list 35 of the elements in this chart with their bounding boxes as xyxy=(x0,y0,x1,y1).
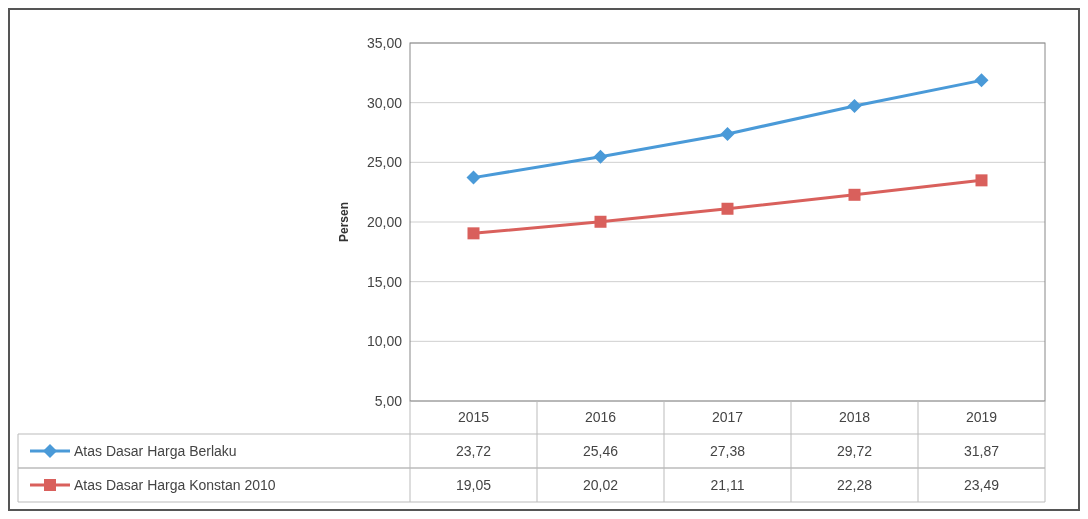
legend-label: Atas Dasar Harga Berlaku xyxy=(74,442,237,459)
x-tick-label: 2019 xyxy=(965,409,998,426)
y-tick-label: 25,00 xyxy=(366,154,403,171)
y-axis-title: Persen xyxy=(337,201,351,243)
y-tick-label: 5,00 xyxy=(374,392,403,409)
data-label: 21,11 xyxy=(710,476,745,493)
point xyxy=(466,170,481,185)
y-tick-label: 15,00 xyxy=(366,273,403,290)
data-label: 27,38 xyxy=(709,442,746,459)
x-tick-label: 2017 xyxy=(711,409,744,426)
point xyxy=(974,73,989,88)
x-tick-label: 2016 xyxy=(584,409,617,426)
x-tick-label: 2015 xyxy=(457,409,490,426)
point xyxy=(721,202,734,215)
point xyxy=(594,215,607,228)
data-label: 31,87 xyxy=(963,442,1000,459)
point xyxy=(975,174,988,187)
data-label: 23,49 xyxy=(963,476,1000,493)
point xyxy=(848,188,861,201)
legend-label: Atas Dasar Harga Konstan 2010 xyxy=(74,476,276,493)
y-tick-label: 30,00 xyxy=(366,94,403,111)
data-label: 20,02 xyxy=(582,476,619,493)
data-label: 23,72 xyxy=(455,442,492,459)
y-tick-label: 20,00 xyxy=(366,213,403,230)
data-label: 19,05 xyxy=(455,476,492,493)
data-label: 22,28 xyxy=(836,476,873,493)
data-label: 25,46 xyxy=(582,442,619,459)
point xyxy=(467,227,480,240)
point xyxy=(720,126,735,141)
y-tick-label: 35,00 xyxy=(366,34,403,51)
point xyxy=(593,149,608,164)
point xyxy=(847,99,862,114)
x-tick-label: 2018 xyxy=(838,409,871,426)
y-tick-label: 10,00 xyxy=(366,333,403,350)
data-label: 29,72 xyxy=(836,442,873,459)
